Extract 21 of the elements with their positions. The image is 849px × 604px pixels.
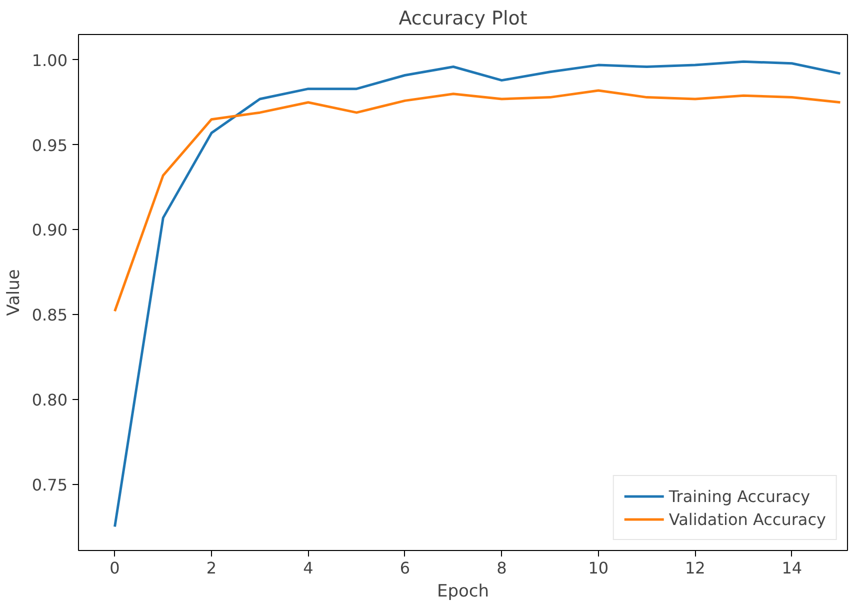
y-axis-title: Value (4, 269, 24, 316)
x-axis-title: Epoch (436, 582, 490, 602)
x-tick-label: 10 (588, 558, 609, 578)
legend-label: Validation Accuracy (668, 510, 826, 528)
chart-title: Accuracy Plot (398, 8, 528, 30)
y-tick-label: 1.00 (32, 50, 68, 70)
x-tick-label: 2 (206, 558, 217, 578)
x-tick-label: 6 (400, 558, 410, 578)
y-tick-label: 0.75 (32, 475, 68, 494)
legend-label: Training Accuracy (668, 486, 810, 506)
x-tick-label: 12 (684, 558, 706, 578)
y-tick-label: 0.95 (32, 136, 68, 155)
y-tick-label: 0.80 (32, 390, 68, 410)
y-tick-label: 0.90 (32, 220, 68, 240)
line-series (114, 89, 842, 312)
x-tick-label: 4 (303, 558, 314, 578)
x-tick-label: 14 (782, 558, 802, 578)
line-series (114, 60, 842, 528)
x-tick-label: 8 (496, 558, 507, 578)
y-tick-label: 0.85 (32, 306, 68, 325)
x-tick-label: 0 (110, 558, 120, 578)
